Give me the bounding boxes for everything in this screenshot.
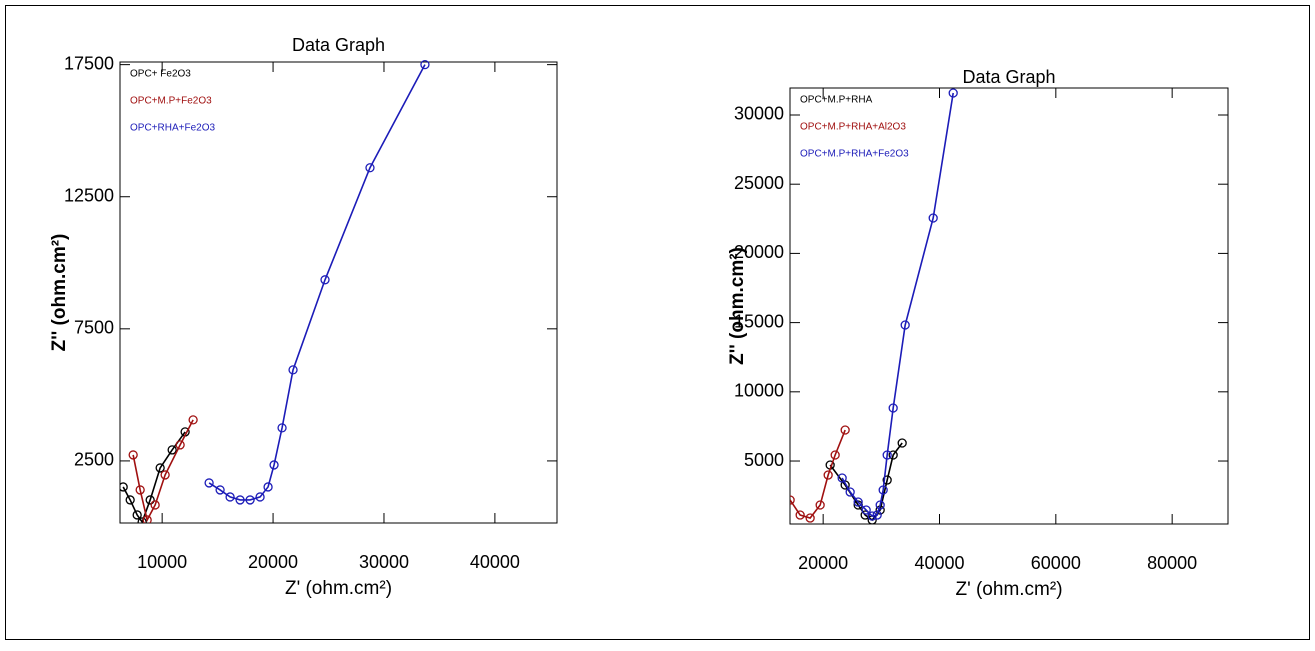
data-point (805, 513, 815, 523)
data-point (137, 517, 147, 523)
data-point (225, 492, 235, 502)
y-tick-label: 20000 (734, 242, 784, 262)
legend-entry: OPC+RHA+Fe2O3 (130, 123, 215, 134)
data-point (795, 510, 805, 520)
data-point (897, 438, 907, 448)
data-point (132, 510, 142, 520)
data-point (142, 515, 152, 523)
data-point (235, 495, 245, 505)
data-point (125, 495, 135, 505)
y-tick-label: 15000 (734, 311, 784, 331)
data-point (882, 475, 892, 485)
series-line (790, 429, 846, 519)
data-point (888, 403, 898, 413)
data-point (215, 485, 225, 495)
data-point (155, 463, 165, 473)
y-axis-label: Z'' (ohm.cm²) (49, 234, 70, 352)
x-tick-label: 40000 (914, 553, 964, 573)
data-point (861, 505, 871, 515)
x-tick-label: 30000 (359, 552, 409, 572)
data-point (365, 163, 375, 173)
data-point (867, 511, 877, 521)
legend-entry: OPC+M.P+RHA+Al2O3 (800, 122, 906, 133)
data-point (790, 495, 795, 505)
data-point (872, 510, 882, 520)
series-line (132, 419, 194, 523)
legend-entry: OPC+M.P+RHA+Fe2O3 (800, 149, 909, 160)
plot-area (120, 59, 430, 523)
data-point (948, 88, 958, 98)
x-tick-label: 40000 (470, 552, 520, 572)
data-point (860, 510, 870, 520)
chart-title: Data Graph (292, 35, 385, 55)
data-point (928, 213, 938, 223)
data-point (840, 425, 850, 435)
data-point (160, 470, 170, 480)
x-tick-label: 80000 (1147, 553, 1197, 573)
y-tick-label: 10000 (734, 381, 784, 401)
data-point (823, 470, 833, 480)
x-axis-label: Z' (ohm.cm²) (955, 579, 1062, 600)
plot-area (790, 88, 958, 524)
legend-entry: OPC+M.P+Fe2O3 (130, 96, 212, 107)
x-tick-label: 60000 (1031, 553, 1081, 573)
data-point (320, 275, 330, 285)
series-line (208, 64, 426, 501)
data-point (875, 500, 885, 510)
y-tick-label: 2500 (74, 450, 114, 470)
x-axis-label: Z' (ohm.cm²) (285, 578, 392, 599)
data-point (830, 450, 840, 460)
data-point (269, 460, 279, 470)
y-tick-label: 17500 (64, 53, 114, 73)
data-point (263, 482, 273, 492)
data-point (145, 495, 155, 505)
plot-frame (119, 61, 558, 524)
data-point (815, 500, 825, 510)
data-point (150, 500, 160, 510)
y-axis-label: Z'' (ohm.cm²) (727, 247, 748, 365)
data-point (255, 492, 265, 502)
data-point (882, 450, 892, 460)
data-point (167, 445, 177, 455)
data-point (900, 320, 910, 330)
data-point (837, 473, 847, 483)
legend-entry: OPC+M.P+RHA (800, 95, 873, 106)
x-tick-label: 10000 (137, 552, 187, 572)
data-point (878, 485, 888, 495)
series-line (841, 92, 954, 517)
data-point (135, 485, 145, 495)
x-tick-label: 20000 (798, 553, 848, 573)
y-tick-label: 5000 (744, 450, 784, 470)
plot-frame (789, 87, 1229, 525)
y-tick-label: 12500 (64, 185, 114, 205)
data-point (245, 495, 255, 505)
data-point (204, 478, 214, 488)
data-point (853, 497, 863, 507)
page-border (5, 5, 1310, 640)
y-tick-label: 7500 (74, 318, 114, 338)
x-tick-label: 20000 (248, 552, 298, 572)
data-point (288, 365, 298, 375)
data-point (888, 450, 898, 460)
data-point (175, 440, 185, 450)
data-point (845, 487, 855, 497)
data-point (188, 415, 198, 425)
y-tick-label: 30000 (734, 104, 784, 124)
legend-entry: OPC+ Fe2O3 (130, 69, 191, 80)
data-point (420, 59, 430, 70)
data-point (128, 450, 138, 460)
data-point (277, 423, 287, 433)
chart-title: Data Graph (962, 67, 1055, 87)
data-point (120, 482, 128, 492)
y-tick-label: 25000 (734, 173, 784, 193)
